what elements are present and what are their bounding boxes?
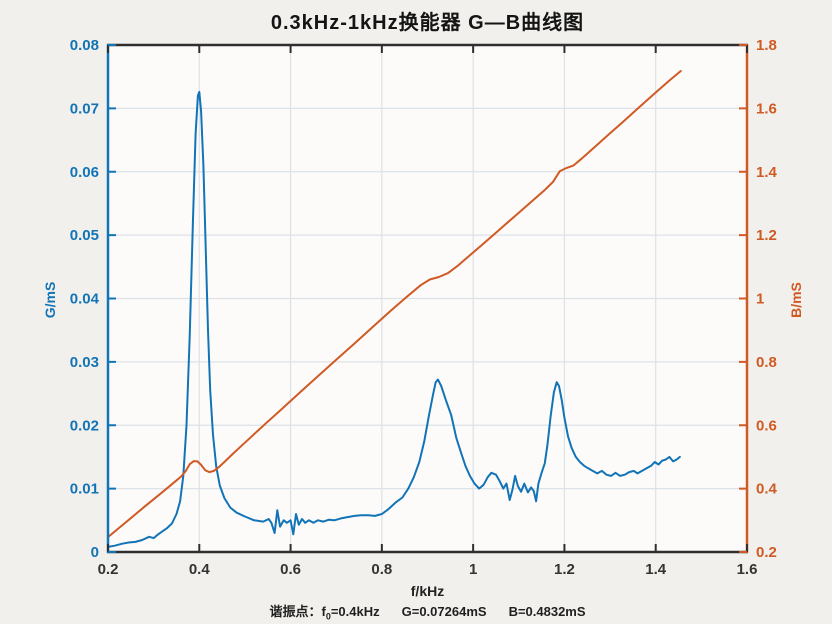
y-left-tick-label: 0.08 bbox=[70, 37, 99, 54]
x-tick-label: 1.2 bbox=[554, 561, 575, 578]
y-right-tick-label: 1.8 bbox=[756, 37, 777, 54]
x-tick-label: 0.2 bbox=[98, 561, 119, 578]
annotation-g-value: G=0.07264mS bbox=[401, 604, 487, 619]
annotation-b-value: B=0.4832mS bbox=[508, 604, 586, 619]
y-left-tick-label: 0.01 bbox=[70, 481, 99, 498]
x-axis-label: f/kHz bbox=[410, 583, 445, 599]
annotation-f-subscript: 0 bbox=[325, 611, 331, 622]
x-tick-label: 1.4 bbox=[645, 561, 667, 578]
g-curve bbox=[107, 90, 681, 548]
y-right-tick-label: 0.6 bbox=[756, 417, 777, 434]
y-right-tick-label: 1.2 bbox=[756, 227, 777, 244]
y-left-tick-label: 0.05 bbox=[70, 227, 99, 244]
b-curve bbox=[107, 70, 682, 539]
resonance-annotation: 谐振点：f0=0.4kHz G=0.07264mS B=0.4832mS bbox=[108, 601, 747, 622]
y-left-tick-label: 0.03 bbox=[70, 354, 99, 371]
x-tick-label: 0.8 bbox=[371, 561, 392, 578]
annotation-label: 谐振点： bbox=[269, 604, 322, 619]
y-right-tick-label: 1.6 bbox=[756, 100, 777, 117]
x-tick-label: 0.4 bbox=[189, 561, 211, 578]
y-right-tick-label: 0.8 bbox=[756, 354, 777, 371]
y-left-tick-label: 0.04 bbox=[70, 291, 100, 308]
x-tick-label: 1 bbox=[469, 561, 477, 578]
y-left-tick-label: 0.06 bbox=[70, 164, 99, 181]
y-right-tick-label: 1 bbox=[756, 291, 764, 308]
y-axis-label-left: G/mS bbox=[42, 281, 58, 319]
y-left-tick-label: 0.07 bbox=[70, 100, 99, 117]
x-tick-label: 1.6 bbox=[737, 561, 758, 578]
y-right-tick-label: 0.2 bbox=[756, 544, 777, 561]
chart-title: 0.3kHz-1kHz换能器 G—B曲线图 bbox=[270, 12, 585, 34]
x-tick-label: 0.6 bbox=[280, 561, 301, 578]
annotation-f-symbol: f bbox=[321, 604, 326, 619]
y-right-tick-label: 1.4 bbox=[756, 164, 778, 181]
annotation-f-value: =0.4kHz bbox=[330, 604, 380, 619]
y-left-tick-label: 0.02 bbox=[70, 417, 99, 434]
y-left-tick-label: 0 bbox=[91, 544, 99, 561]
y-right-tick-label: 0.4 bbox=[756, 481, 778, 498]
y-axis-label-right: B/mS bbox=[788, 282, 804, 318]
